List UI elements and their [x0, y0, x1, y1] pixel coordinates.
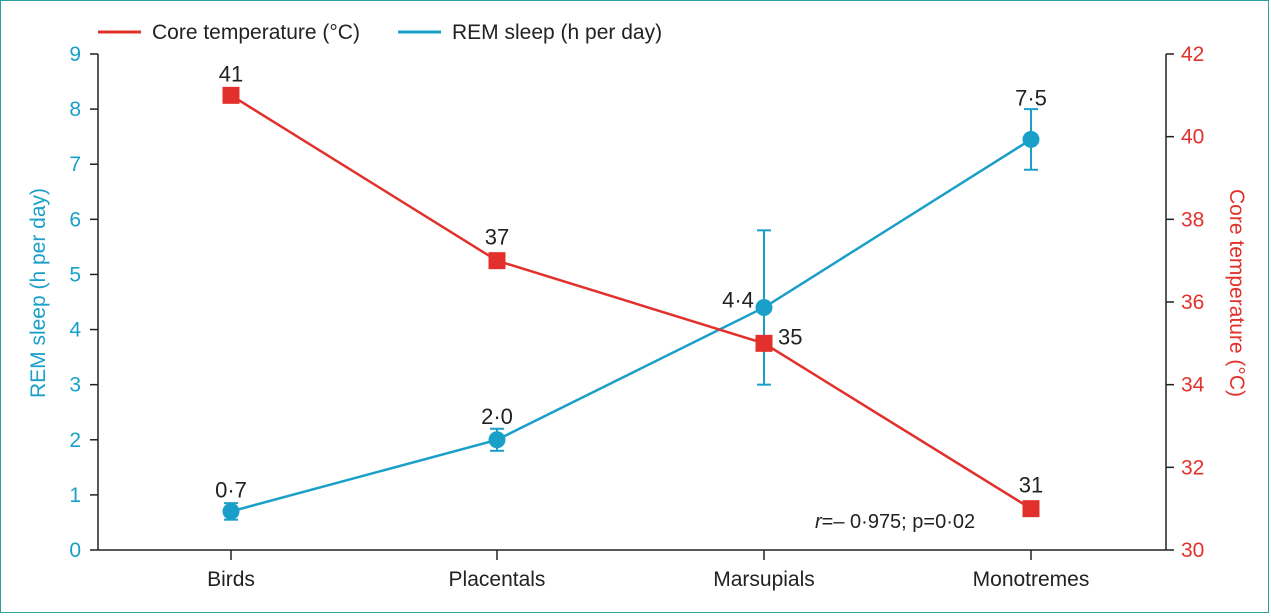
correlation-r-symbol: r — [815, 511, 823, 533]
right-tick-label: 42 — [1181, 43, 1204, 66]
temperature-point — [488, 252, 506, 270]
x-tick-label: Birds — [207, 568, 255, 591]
right-tick-label: 38 — [1181, 208, 1204, 231]
temperature-point — [222, 86, 240, 104]
right-tick-label: 30 — [1181, 539, 1204, 562]
rem-data-label: 0·7 — [215, 477, 247, 502]
legend-rem-label: REM sleep (h per day) — [452, 21, 662, 44]
x-tick-label: Marsupials — [713, 568, 815, 591]
x-tick-label: Placentals — [449, 568, 546, 591]
temperature-series-line — [230, 94, 1032, 510]
left-tick-label: 5 — [69, 263, 81, 286]
rem-point — [222, 502, 240, 520]
right-tick-label: 36 — [1181, 291, 1204, 314]
left-tick-label: 8 — [69, 98, 81, 121]
temperature-point — [755, 334, 773, 352]
temperature-data-label: 37 — [485, 225, 509, 250]
left-axis-title: REM sleep (h per day) — [27, 188, 50, 398]
temperature-data-label: 35 — [778, 324, 802, 349]
rem-data-label: 2·0 — [481, 404, 513, 429]
left-tick-label: 0 — [69, 539, 81, 562]
rem-point — [755, 299, 773, 317]
temperature-data-label: 31 — [1019, 473, 1043, 498]
legend-temperature-label: Core temperature (°C) — [152, 21, 360, 44]
rem-data-label: 7·5 — [1015, 85, 1047, 110]
temperature-data-label: 41 — [219, 61, 243, 86]
right-tick-label: 40 — [1181, 126, 1204, 149]
left-tick-label: 6 — [69, 208, 81, 231]
correlation-text: =– 0·975; p=0·02 — [822, 511, 975, 533]
rem-series-line — [230, 138, 1032, 513]
right-axis-title: Core temperature (°C) — [1225, 189, 1248, 397]
temperature-point — [1022, 500, 1040, 518]
left-tick-label: 9 — [69, 43, 81, 66]
rem-data-label: 4·4 — [722, 288, 754, 313]
left-tick-label: 4 — [69, 319, 81, 342]
left-tick-label: 7 — [69, 153, 81, 176]
left-tick-label: 3 — [69, 374, 81, 397]
left-tick-label: 1 — [69, 484, 81, 507]
rem-point — [488, 431, 506, 449]
right-tick-label: 32 — [1181, 456, 1204, 479]
right-tick-label: 34 — [1181, 374, 1205, 397]
rem-point — [1022, 130, 1040, 148]
left-tick-label: 2 — [69, 429, 81, 452]
x-tick-label: Monotremes — [973, 568, 1090, 591]
correlation-annotation: r=– 0·975; p=0·02 — [815, 511, 975, 533]
